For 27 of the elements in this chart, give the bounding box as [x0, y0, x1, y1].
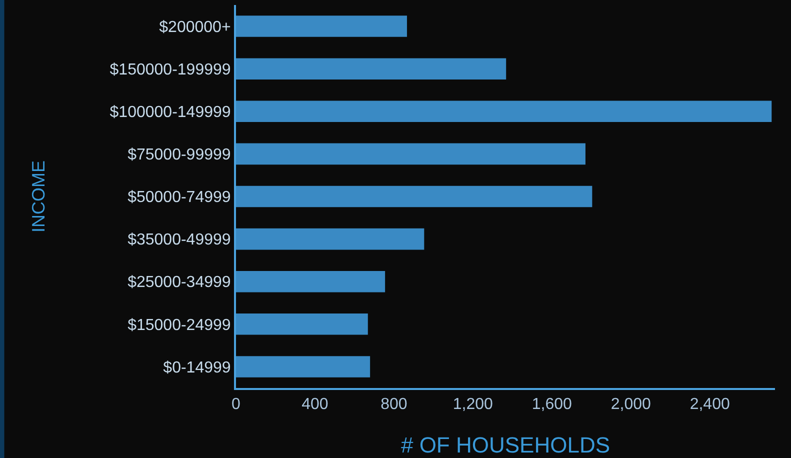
y-tick-label: $75000-99999 — [128, 146, 231, 164]
y-tick-label: $25000-34999 — [128, 274, 231, 292]
x-tick-label: 1,600 — [532, 396, 572, 414]
x-tick-label: 800 — [380, 396, 408, 414]
x-tick-label: 0 — [232, 396, 241, 414]
x-tick-label: 400 — [302, 396, 328, 414]
bar — [236, 100, 772, 122]
y-tick-label: $50000-74999 — [128, 189, 231, 206]
bar — [236, 270, 386, 292]
x-tick-label: 1,200 — [452, 396, 494, 414]
y-axis-title: INCOME — [28, 160, 48, 232]
bar — [236, 186, 592, 208]
y-tick-label: $15000-24999 — [128, 316, 231, 334]
bar — [236, 228, 424, 250]
y-tick-label: $200000+ — [159, 18, 231, 36]
bar — [236, 16, 407, 37]
bar — [236, 314, 368, 335]
y-tick-label: $0-14999 — [163, 359, 231, 376]
y-tick-label: $150000-199999 — [110, 61, 231, 78]
x-tick-label: 2,400 — [690, 396, 730, 414]
y-tick-label: $100000-149999 — [110, 104, 231, 121]
bar — [236, 143, 586, 165]
y-tick-label: $35000-49999 — [128, 232, 231, 249]
bar — [236, 58, 506, 80]
x-tick-label: 2,000 — [610, 396, 651, 414]
x-axis-title: # OF HOUSEHOLDS — [400, 432, 610, 458]
bar — [236, 356, 370, 378]
